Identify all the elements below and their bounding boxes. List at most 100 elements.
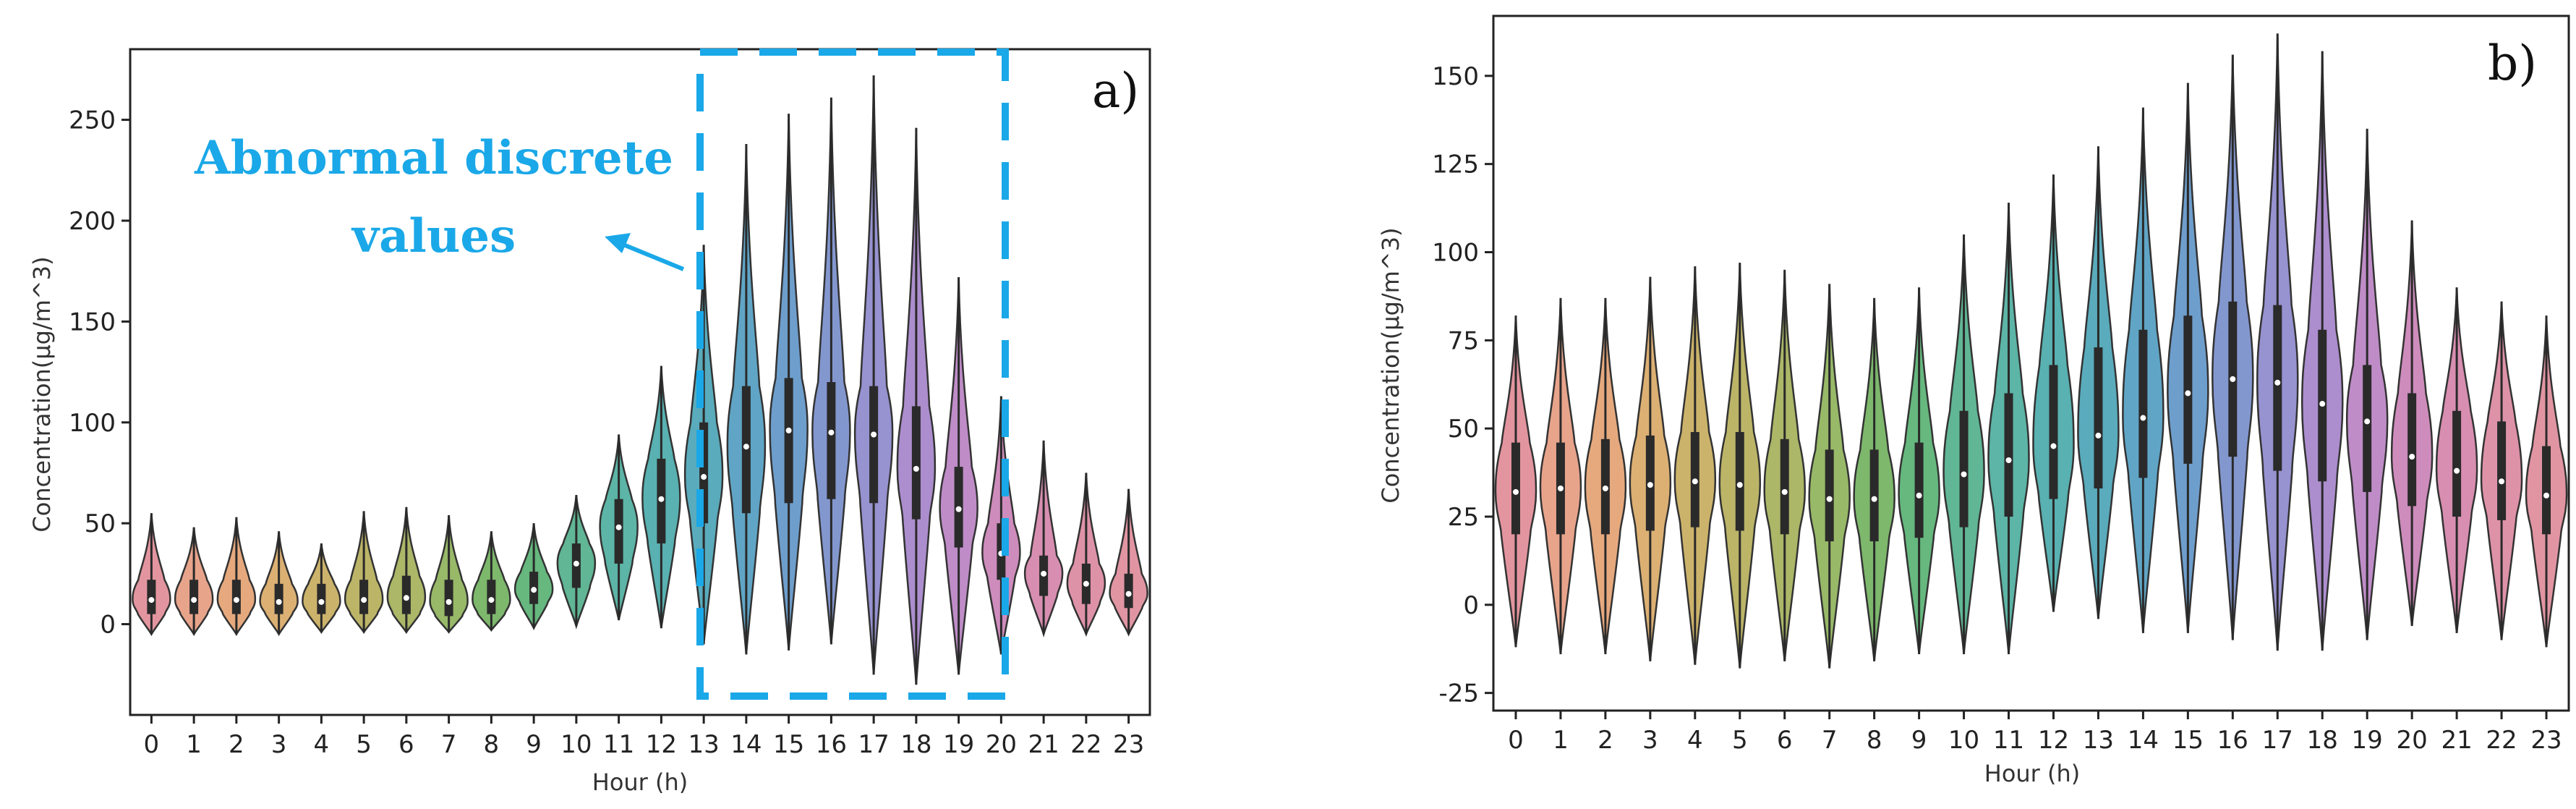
panel-b-xtick-label: 0 (1508, 726, 1524, 755)
panel-a-y-axis-label: Concentration(μg/m^3) (28, 256, 56, 532)
panel-b-violin-median (1781, 488, 1788, 495)
panel-a-violin-median (488, 597, 495, 603)
panel-b-violin-iqr-box (2497, 421, 2507, 520)
panel-a-violin-iqr-box (827, 382, 836, 499)
panel-a-xtick-label: 3 (271, 730, 287, 759)
panel-b-violin-median (2274, 379, 2281, 386)
panel-a-violin-median (658, 496, 665, 502)
panel-a-xlabel: Hour (h) (592, 768, 688, 796)
panel-a-violin-iqr-box (1124, 573, 1133, 609)
panel-a-violin-median (701, 474, 707, 480)
panel-a-violin-median (743, 444, 749, 450)
panel-b-xtick-label: 3 (1642, 726, 1658, 755)
panel-a-ytick-label: 50 (85, 509, 116, 538)
panel-b-ytick-label: 100 (1432, 238, 1479, 267)
annotation-arrow-shaft (622, 242, 685, 271)
panel-a-violin-median (276, 598, 282, 605)
panel-b-ytick-label: 25 (1448, 503, 1479, 532)
panel-b-plot-frame (1492, 14, 2570, 712)
panel-a-violin-median (403, 595, 409, 601)
panel-b-violin-median (1692, 478, 1698, 485)
panel-b-xtick-label: 13 (2083, 726, 2114, 755)
panel-b-xtick-label: 19 (2352, 726, 2383, 755)
panel-a-violin-iqr-box (189, 580, 199, 614)
panel-b-violin-median (1557, 485, 1564, 491)
panel-a-xtick-label: 11 (603, 730, 634, 759)
panel-b-y-ticks: -25 0 25 50 75 100 125 150 (1432, 62, 1493, 708)
panel-b-violin-iqr-box (2094, 347, 2103, 488)
panel-a-ylabel-text: Concentration(μg/m^3) (28, 256, 56, 532)
panel-b-violin-median (1916, 492, 1922, 499)
panel-a-xtick-label: 17 (858, 730, 889, 759)
panel-b-ytick-label: 150 (1432, 62, 1479, 91)
panel-b-violin-iqr-box (2004, 393, 2013, 517)
panel-a-ytick-label: 250 (69, 106, 116, 135)
panel-a-violin-iqr-box (147, 580, 156, 614)
panel-a-xtick-label: 14 (730, 730, 762, 759)
panel-b-violin-median (2499, 478, 2505, 485)
panel-a-violin-median (531, 587, 537, 593)
panel-b-xtick-label: 18 (2307, 726, 2338, 755)
panel-b-violin-iqr-box (2049, 365, 2058, 499)
panel-b-xtick-label: 22 (2486, 726, 2517, 755)
panel-b-violin-median (1602, 485, 1608, 491)
panel-a-violin-iqr-box (614, 499, 623, 564)
panel-b-violin-median (1826, 496, 1833, 502)
panel-b-violin-iqr-box (1511, 442, 1520, 535)
panel-b-violin-median (2005, 457, 2012, 464)
panel-b-xtick-label: 7 (1822, 726, 1838, 755)
panel-b-xtick-label: 17 (2262, 726, 2293, 755)
panel-b-violin-median (1736, 482, 1743, 488)
panel-b-violin-iqr-box (1780, 439, 1789, 535)
panel-b-violin-median (1512, 488, 1519, 495)
panel-b-violin-median (2364, 418, 2371, 425)
panel-b-violin-iqr-box (1869, 449, 1879, 542)
panel-a-x-ticks: 0 1 2 3 4 5 6 7 8 9 10 11 12 13 14 15 16 17 18 19 20 21 22 23 (144, 715, 1144, 759)
panel-b-xtick-label: 6 (1777, 726, 1793, 755)
annotation-line-2: values (351, 209, 516, 263)
panel-a-xtick-label: 15 (773, 730, 804, 759)
panel-a-ytick-label: 200 (69, 207, 116, 236)
panel-a-xtick-label: 18 (900, 730, 931, 759)
panel-a-violin-iqr-box (784, 378, 793, 504)
annotation-arrow-head (605, 233, 631, 253)
panel-a-violin-iqr-box (869, 386, 879, 504)
panel-a-violin-iqr-box (444, 580, 453, 617)
panel-a-violin-iqr-box (741, 386, 751, 514)
panel-b-violin-iqr-box (1914, 442, 1924, 538)
panel-a-violin-iqr-box (274, 583, 283, 614)
panel-a-xtick-label: 1 (186, 730, 202, 759)
panel-a-xtick-label: 10 (560, 730, 592, 759)
panel-a-violin-median (871, 431, 877, 438)
panel-a-violin-median (318, 598, 325, 605)
panel-a-violin-median (955, 506, 962, 512)
panel-a-xtick-label: 8 (484, 730, 500, 759)
panel-a-y-ticks: 0 50 100 150 200 250 (69, 106, 130, 640)
panel-b-xtick-label: 12 (2038, 726, 2069, 755)
panel-a-xtick-label: 5 (356, 730, 372, 759)
panel-b-violin-median (2140, 415, 2146, 421)
panel-a-violin-iqr-box (911, 406, 921, 520)
panel-b-violin-iqr-box (2138, 329, 2148, 478)
panel-b-violin-median (2543, 492, 2550, 499)
panel-a-xtick-label: 9 (526, 730, 542, 759)
panel-b-xtick-label: 21 (2441, 726, 2472, 755)
panel-b-violin-median (2185, 390, 2191, 397)
panel-b-violin-iqr-box (2452, 410, 2462, 517)
panel-a-xtick-label: 22 (1070, 730, 1101, 759)
panel-b-xtick-label: 5 (1732, 726, 1748, 755)
panel-b-ytick-label: 50 (1448, 415, 1479, 444)
panel-b-violin-median (1647, 482, 1653, 488)
panel-b-violin-iqr-box (2542, 446, 2551, 535)
panel-a-violin-iqr-box (231, 580, 241, 614)
panel-b-violin-median (2230, 376, 2236, 382)
panel-b-ytick-label: 125 (1432, 151, 1479, 179)
panel-a-xtick-label: 16 (816, 730, 847, 759)
panel-b-label: b) (2488, 35, 2537, 91)
panel-a-violin-median (148, 597, 155, 603)
panel-b-ytick-label: 75 (1448, 326, 1479, 355)
panel-b-y-axis-label: Concentration(μg/m^3) (1377, 227, 1404, 503)
panel-b-violin-iqr-box (1825, 449, 1834, 542)
panel-b-xtick-label: 20 (2397, 726, 2428, 755)
